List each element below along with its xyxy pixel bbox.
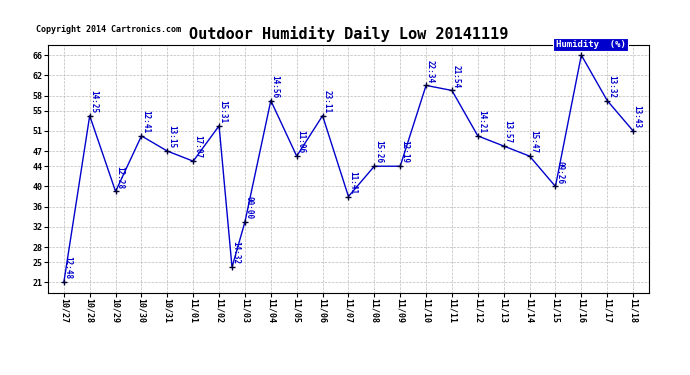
Text: 15:31: 15:31 <box>219 100 228 123</box>
Text: 00:00: 00:00 <box>245 196 254 219</box>
Text: 11:41: 11:41 <box>348 171 357 194</box>
Text: 14:25: 14:25 <box>90 90 99 113</box>
Text: 14:21: 14:21 <box>477 110 486 133</box>
Text: 13:32: 13:32 <box>607 75 616 98</box>
Text: 15:26: 15:26 <box>374 140 383 164</box>
Text: 13:43: 13:43 <box>633 105 642 128</box>
Text: 12:28: 12:28 <box>115 166 124 189</box>
Text: 22:34: 22:34 <box>426 60 435 82</box>
Title: Outdoor Humidity Daily Low 20141119: Outdoor Humidity Daily Low 20141119 <box>189 27 508 42</box>
Text: 21:54: 21:54 <box>452 64 461 88</box>
Text: 13:15: 13:15 <box>167 125 176 148</box>
Text: 15:47: 15:47 <box>529 130 538 153</box>
Text: 12:41: 12:41 <box>141 110 150 133</box>
Text: 14:56: 14:56 <box>270 75 279 98</box>
Text: 11:06: 11:06 <box>297 130 306 153</box>
Text: Humidity  (%): Humidity (%) <box>555 40 625 49</box>
Text: 12:19: 12:19 <box>400 140 409 164</box>
Text: 12:48: 12:48 <box>63 256 72 280</box>
Text: 14:32: 14:32 <box>232 242 241 264</box>
Text: 23:11: 23:11 <box>322 90 331 113</box>
Text: 13:57: 13:57 <box>504 120 513 143</box>
Text: 17:07: 17:07 <box>193 135 202 158</box>
Text: Copyright 2014 Cartronics.com: Copyright 2014 Cartronics.com <box>37 25 181 34</box>
Text: 09:26: 09:26 <box>555 160 564 184</box>
